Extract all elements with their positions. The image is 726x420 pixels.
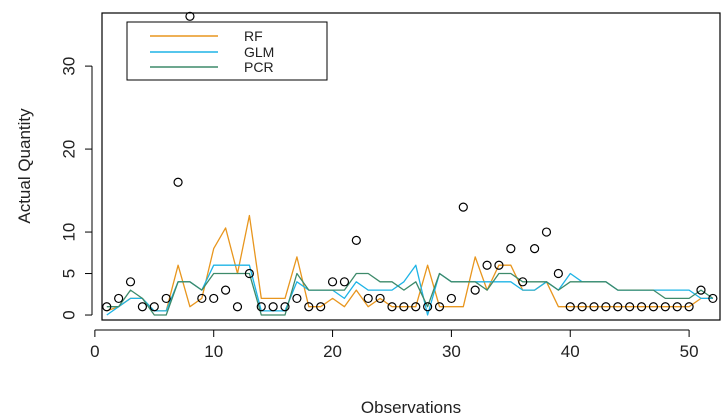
actual-point <box>696 285 706 295</box>
legend-label-rf: RF <box>244 28 263 44</box>
x-tick-label: 40 <box>561 342 580 361</box>
actual-point <box>327 277 338 287</box>
actual-point <box>137 302 148 312</box>
actual-point <box>565 302 575 312</box>
actual-point <box>506 244 516 254</box>
actual-point <box>268 302 278 312</box>
actual-point <box>387 302 397 312</box>
actual-point <box>482 260 492 270</box>
actual-point <box>423 302 433 312</box>
x-tick-label: 10 <box>204 342 223 361</box>
legend: RF GLM PCR <box>126 21 328 81</box>
actual-point <box>292 293 302 304</box>
x-tick-label: 30 <box>442 342 461 361</box>
actual-point <box>114 293 124 304</box>
actual-point <box>316 302 326 312</box>
series-lines <box>106 214 714 316</box>
x-tick-label: 20 <box>323 342 342 361</box>
actual-point <box>375 293 385 304</box>
actual-point <box>553 268 563 279</box>
actual-point <box>125 277 136 287</box>
y-axis-title: Actual Quantity <box>15 108 34 224</box>
actual-point <box>636 302 647 312</box>
actual-point <box>518 277 528 287</box>
actual-point <box>363 293 373 304</box>
y-tick-label: 30 <box>60 57 79 76</box>
x-tick-label: 50 <box>680 342 699 361</box>
actual-point <box>244 268 254 279</box>
actual-point <box>399 302 409 312</box>
x-axis-title: Observations <box>361 398 461 417</box>
actual-point <box>102 302 112 312</box>
actual-point <box>161 293 171 304</box>
actual-point <box>660 302 670 312</box>
actual-points <box>102 11 718 312</box>
legend-box <box>126 21 328 81</box>
actual-point <box>304 302 314 312</box>
actual-point <box>601 302 611 312</box>
series-line-pcr <box>106 272 714 316</box>
legend-label-pcr: PCR <box>244 59 274 75</box>
x-tick-label: 0 <box>90 342 99 361</box>
actual-point <box>256 302 266 312</box>
series-line-rf <box>106 214 713 312</box>
actual-point <box>339 277 350 287</box>
actual-point <box>613 302 623 312</box>
actual-point <box>648 302 659 312</box>
actual-point <box>625 302 635 312</box>
actual-point <box>351 235 361 245</box>
actual-point <box>541 227 552 237</box>
actual-point <box>197 293 207 304</box>
actual-point <box>434 302 445 312</box>
actual-point <box>411 302 421 312</box>
actual-point <box>173 177 183 187</box>
actual-point <box>577 302 587 312</box>
y-tick-label: 10 <box>60 223 79 242</box>
y-axis: 0 5 10 20 30 <box>60 57 93 320</box>
actual-point <box>280 302 290 312</box>
actual-point <box>232 302 243 312</box>
y-tick-label: 20 <box>60 140 79 159</box>
actual-point <box>470 285 480 295</box>
actual-point <box>185 11 195 21</box>
actual-point <box>149 302 159 312</box>
actual-point <box>529 244 540 254</box>
x-axis: 0 10 20 30 40 50 <box>90 329 699 361</box>
y-tick-label: 0 <box>60 310 79 319</box>
actual-point <box>589 302 599 312</box>
actual-point <box>209 293 219 304</box>
actual-point <box>221 285 231 295</box>
actual-point <box>708 293 718 304</box>
legend-label-glm: GLM <box>244 44 274 60</box>
y-tick-label: 5 <box>60 269 79 278</box>
actual-point <box>446 293 457 304</box>
actual-point <box>672 302 682 312</box>
actual-point <box>684 302 694 312</box>
actual-point <box>494 260 504 270</box>
plot-area-border <box>101 12 721 321</box>
actual-point <box>458 202 468 212</box>
